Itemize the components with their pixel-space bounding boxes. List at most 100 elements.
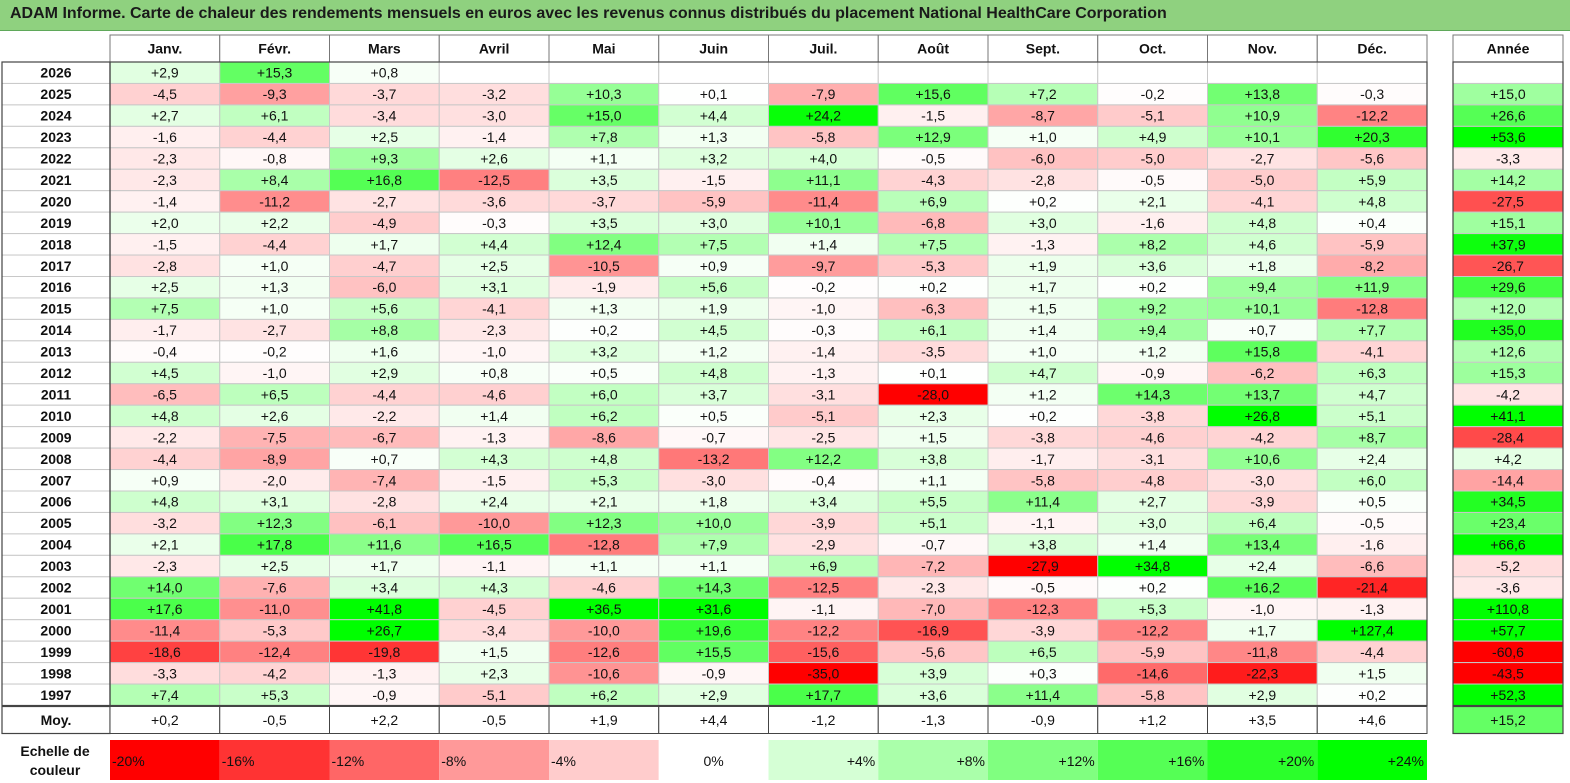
average-cell [658, 706, 769, 734]
year-label: 2017 [40, 258, 71, 274]
heat-cell-value: +6,2 [590, 408, 618, 424]
heat-cell-value: -0,2 [1141, 86, 1165, 102]
heat-cell-value: +2,5 [480, 258, 508, 274]
heat-cell-value: +0,3 [1029, 665, 1057, 681]
heat-cell-value: +4,8 [1358, 193, 1386, 209]
year-label: 2014 [40, 322, 71, 338]
grid-border [109, 61, 1428, 707]
heat-cell-value: +2,9 [151, 65, 179, 81]
heat-cell-value: +11,4 [1026, 494, 1061, 510]
heat-cell-value: +3,5 [590, 172, 618, 188]
heat-cell-value: +4,6 [1249, 236, 1277, 252]
year-total-value: +29,6 [1490, 279, 1526, 295]
scale-swatch [1097, 740, 1208, 780]
month-header-cell [329, 34, 440, 63]
heat-cell-value: -0,5 [1141, 172, 1165, 188]
heat-cell-value: -0,8 [263, 151, 287, 167]
year-total-value: +37,9 [1490, 236, 1526, 252]
heat-cell-value: -7,9 [811, 86, 835, 102]
heat-cell-value: +4,7 [1029, 365, 1057, 381]
heat-cell-value: +10,0 [696, 515, 732, 531]
scale-tick-label: +24% [1388, 753, 1424, 769]
heat-cell-value: +7,9 [700, 537, 728, 553]
heat-cell-value: +15,0 [586, 108, 622, 124]
heat-cell-value: -0,2 [263, 344, 287, 360]
scale-tick-label: +16% [1168, 753, 1204, 769]
month-header: Nov. [1248, 41, 1277, 57]
heat-cell-value: +6,4 [1249, 515, 1277, 531]
year-total-value: -3,6 [1496, 580, 1520, 596]
average-value: +4,4 [700, 712, 728, 728]
heat-cell-value: +0,2 [590, 322, 618, 338]
heat-cell-value: +7,7 [1358, 322, 1386, 338]
heat-cell-value: -1,1 [1031, 515, 1055, 531]
heat-cell-value: +1,5 [919, 429, 947, 445]
month-header-cell [987, 34, 1099, 63]
heat-cell-value: +8,7 [1358, 429, 1386, 445]
heat-cell-value: -1,0 [1250, 601, 1274, 617]
heat-cell-value: -7,6 [263, 580, 287, 596]
year-label: 2011 [41, 386, 72, 402]
month-header-cell [1316, 34, 1428, 63]
heat-cell-value: -4,4 [372, 386, 396, 402]
heat-cell-value: +0,9 [151, 472, 179, 488]
heat-cell-value: +13,4 [1245, 537, 1281, 553]
heat-cell-value: -2,8 [153, 258, 177, 274]
average-value: -1,2 [811, 712, 835, 728]
heat-cell-value: -6,0 [372, 279, 396, 295]
heat-cell-value: +14,0 [147, 580, 183, 596]
heat-cell-value: +3,1 [480, 279, 508, 295]
heat-cell-value: +3,4 [371, 580, 399, 596]
heat-cell-value: -2,9 [811, 537, 835, 553]
heat-cell-value: +5,3 [261, 687, 289, 703]
year-total-value: -14,4 [1492, 472, 1524, 488]
heat-cell-value: +7,5 [151, 301, 179, 317]
heat-cell-value: -5,8 [811, 129, 835, 145]
heat-cell-value: -1,4 [811, 344, 835, 360]
heat-cell-value: +4,4 [480, 236, 508, 252]
year-total-value: +15,1 [1490, 215, 1526, 231]
year-label: 2024 [40, 108, 71, 124]
heat-cell-value: -3,2 [153, 515, 177, 531]
year-total-value: +35,0 [1490, 322, 1526, 338]
heat-cell-value: +6,5 [261, 386, 289, 402]
heat-cell-value: -1,3 [1360, 601, 1384, 617]
heat-cell-value: -6,6 [1360, 558, 1384, 574]
heat-cell-value: -0,7 [921, 537, 945, 553]
scale-tick-label: +12% [1059, 753, 1095, 769]
heat-cell-value: +19,6 [696, 622, 732, 638]
heat-cell-value: +0,5 [590, 365, 618, 381]
year-label: 2006 [40, 494, 71, 510]
heat-cell-value: -5,1 [482, 687, 506, 703]
year-label: 2000 [40, 622, 71, 638]
heat-cell-value: -12,6 [588, 644, 620, 660]
average-label: Moy. [41, 712, 72, 728]
heat-cell-value: +3,0 [700, 215, 728, 231]
heat-cell-value: -12,2 [1356, 108, 1388, 124]
heat-cell-value: +15,8 [1245, 344, 1281, 360]
heat-cell-value: -4,4 [263, 236, 287, 252]
year-total-value: +12,6 [1490, 344, 1526, 360]
heat-cell-value: -2,8 [372, 494, 396, 510]
heat-cell-value: +1,5 [480, 644, 508, 660]
year-total-value: -4,2 [1496, 386, 1520, 402]
heat-cell-value: -3,2 [482, 86, 506, 102]
average-value: +1,9 [590, 712, 618, 728]
heat-cell-value: +0,7 [1249, 322, 1277, 338]
heat-cell-value: +6,2 [590, 687, 618, 703]
heat-cell-value: -8,6 [592, 429, 616, 445]
heat-cell-value: -1,5 [702, 172, 726, 188]
heat-cell-value: -0,4 [811, 472, 835, 488]
year-total-value: +66,6 [1490, 537, 1526, 553]
heat-cell-value: -4,4 [263, 129, 287, 145]
heat-cell-value: +8,4 [261, 172, 289, 188]
heat-cell-value: +8,2 [1139, 236, 1167, 252]
heat-cell-value: +0,7 [371, 451, 399, 467]
heat-cell-value: +1,0 [261, 258, 289, 274]
heat-cell-value: +0,5 [1358, 494, 1386, 510]
month-header: Avril [479, 41, 510, 57]
heat-cell-value: +7,8 [590, 129, 618, 145]
heat-cell-value: +1,4 [1139, 537, 1167, 553]
heat-cell-value: +6,0 [590, 386, 618, 402]
scale-label-line: Echelle de [20, 743, 89, 759]
